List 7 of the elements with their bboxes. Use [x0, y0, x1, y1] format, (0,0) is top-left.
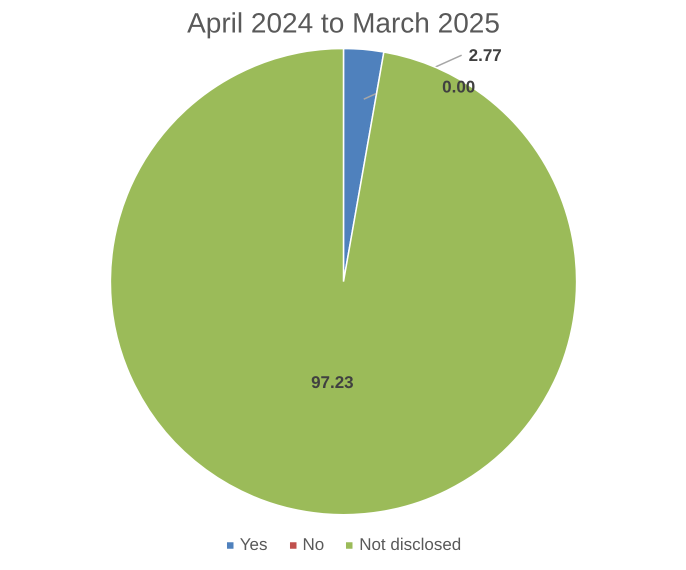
data-label: 97.23	[311, 372, 354, 392]
legend-label: No	[302, 535, 324, 555]
legend-label: Yes	[240, 535, 268, 555]
legend-label: Not disclosed	[359, 535, 462, 555]
data-label: 2.77	[468, 46, 502, 66]
chart-title: April 2024 to March 2025	[187, 8, 500, 38]
text: 0.00	[442, 78, 476, 97]
